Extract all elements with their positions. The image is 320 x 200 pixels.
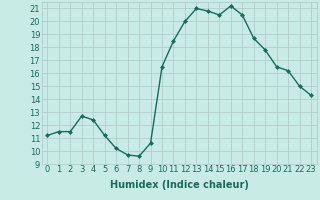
- X-axis label: Humidex (Indice chaleur): Humidex (Indice chaleur): [110, 180, 249, 190]
